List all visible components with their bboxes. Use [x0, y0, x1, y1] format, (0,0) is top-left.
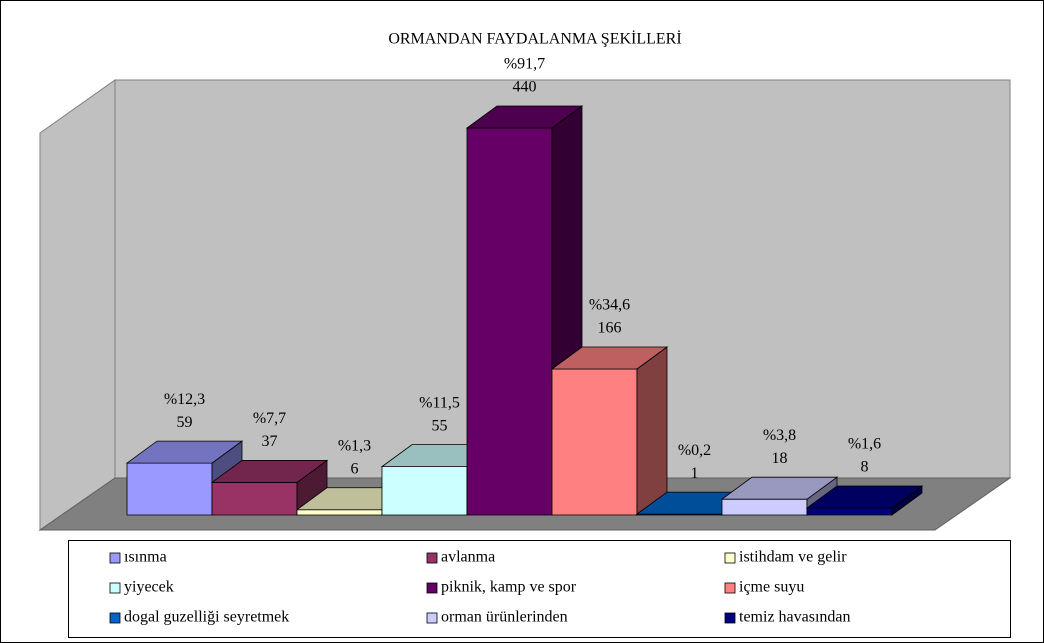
bar-front — [211, 482, 298, 516]
percent-label: %34,6 — [589, 297, 630, 314]
data-label: 440 — [513, 79, 537, 96]
bar-front — [466, 127, 553, 516]
percent-label: %11,5 — [419, 394, 460, 411]
chart-title: ORMANDAN FAYDALANMA ŞEKİLLERİ — [388, 30, 681, 48]
legend-swatch — [724, 552, 736, 564]
legend-swatch — [724, 582, 736, 594]
legend-swatch — [109, 582, 121, 594]
bar-top — [720, 476, 839, 500]
legend-swatch — [426, 582, 438, 594]
legend-label: avlanma — [441, 549, 495, 566]
bar — [210, 459, 329, 516]
bar-top — [210, 460, 329, 483]
bar — [465, 105, 584, 516]
bar-front — [381, 466, 468, 516]
legend-label: istihdam ve gelir — [739, 549, 847, 566]
percent-label: %91,7 — [504, 56, 545, 73]
legend-label: dogal guzelliği seyretmek — [124, 609, 289, 626]
bar-side — [636, 346, 668, 516]
percent-label: %3,8 — [763, 427, 796, 444]
legend-swatch — [109, 552, 121, 564]
bar-front — [126, 462, 213, 516]
bar-front — [721, 498, 808, 516]
data-label: 1 — [691, 465, 699, 482]
percent-label: %7,7 — [253, 410, 286, 427]
legend-swatch — [109, 612, 121, 624]
bar — [805, 485, 924, 516]
bar-top — [805, 485, 924, 509]
legend-swatch — [426, 612, 438, 624]
side-wall — [39, 79, 116, 531]
legend-label: içme suyu — [739, 579, 804, 596]
legend-swatch — [724, 612, 736, 624]
percent-label: %1,6 — [848, 436, 881, 453]
data-label: 37 — [262, 433, 278, 450]
data-label: 59 — [177, 414, 193, 431]
data-label: 6 — [351, 460, 359, 477]
legend-label: temiz havasından — [739, 609, 851, 626]
legend-swatch — [426, 552, 438, 564]
bar — [550, 346, 669, 516]
bar-front — [296, 509, 383, 516]
legend-label: piknik, kamp ve spor — [441, 579, 577, 596]
percent-label: %1,3 — [338, 437, 371, 454]
bar-front — [806, 507, 893, 516]
data-label: 18 — [772, 450, 788, 467]
data-label: 8 — [861, 459, 869, 476]
data-label: 55 — [432, 417, 448, 434]
bar-top — [465, 105, 584, 129]
legend — [68, 540, 1011, 638]
percent-label: %12,3 — [164, 391, 205, 408]
legend-label: orman ürünlerinden — [441, 609, 568, 626]
percent-label: %0,2 — [678, 442, 711, 459]
bar-top — [550, 346, 669, 370]
bar-front — [551, 368, 638, 516]
data-label: 166 — [598, 320, 622, 337]
legend-label: yiyecek — [124, 579, 174, 596]
legend-label: ısınma — [124, 549, 167, 566]
bar-top — [125, 440, 244, 464]
